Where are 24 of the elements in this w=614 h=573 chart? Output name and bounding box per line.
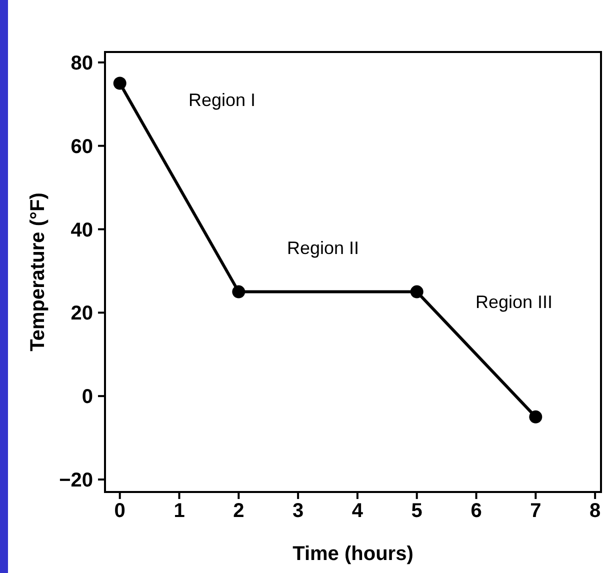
point [410,285,424,298]
annotation: Region I [188,90,256,110]
y-tick-label: 0 [82,386,93,408]
x-tick-label: 0 [114,500,126,522]
y-tick-label: 40 [70,219,93,242]
x-tick-label: 5 [411,500,422,522]
annotation: Region II [286,238,360,258]
point [232,285,246,298]
x-tick-label: 1 [174,500,185,522]
point [529,410,542,424]
x-tick-label: 8 [589,500,601,522]
x-tick-label: 3 [292,500,304,522]
x-tick-label: 4 [352,500,364,522]
x-tick-label: 2 [233,500,244,522]
y-tick-label: 20 [70,302,93,325]
y-axis-title: Temperature (°F) [27,192,49,352]
x-tick-label: 6 [470,500,482,522]
y-tick-label: 80 [70,52,93,74]
x-tick-label: 7 [530,500,542,522]
x-axis-title: Time (hours) [292,543,414,565]
y-tick-label: 60 [70,136,93,158]
annotation: Region III [475,292,553,312]
point [113,76,126,90]
y-tick-label: −20 [59,469,93,492]
